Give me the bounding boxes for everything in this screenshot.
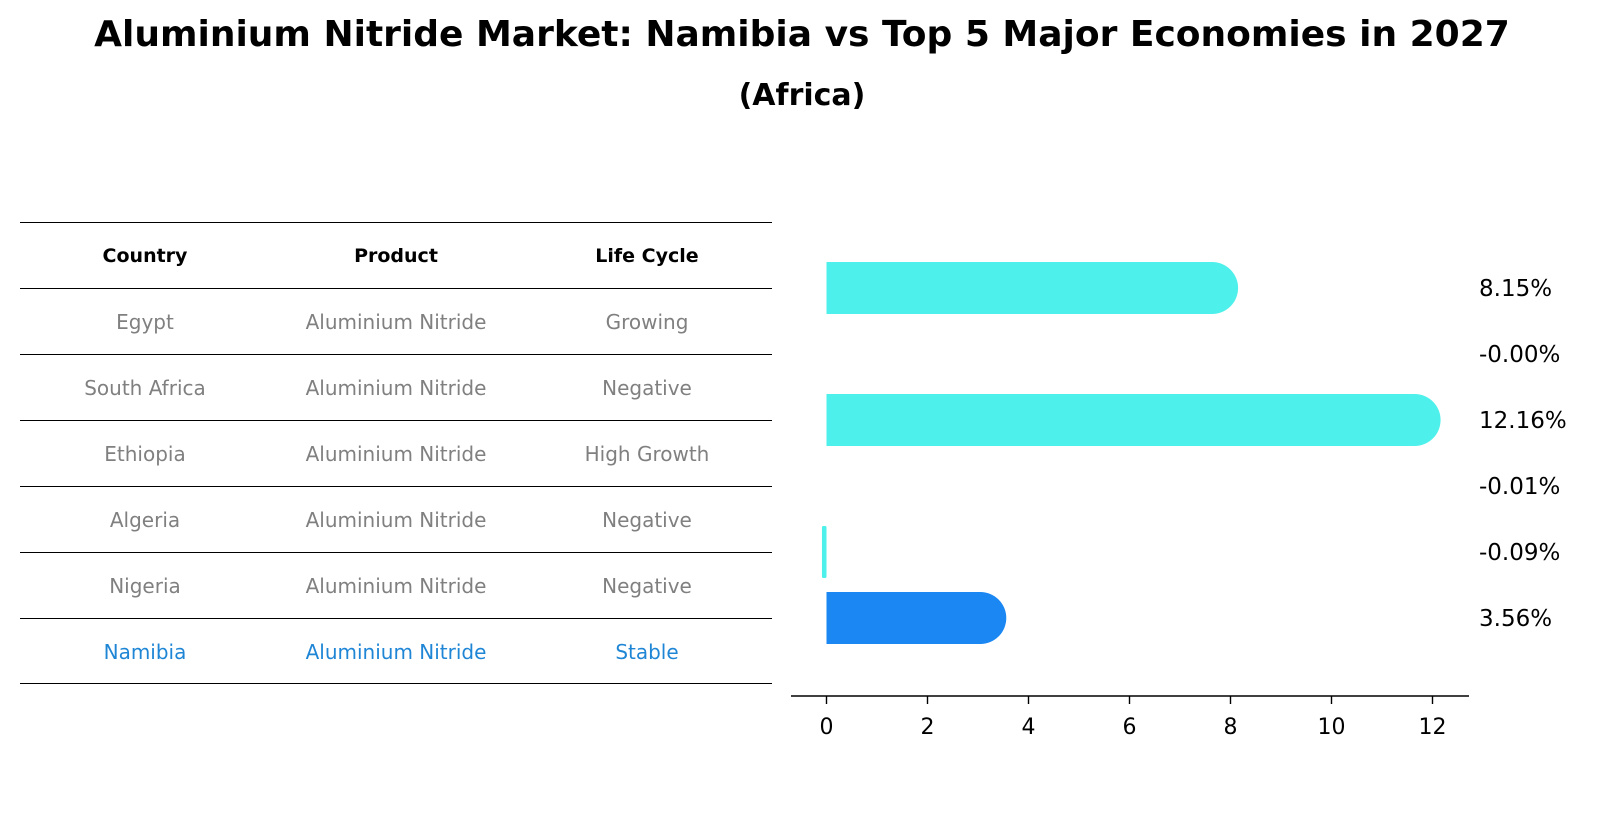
x-tick-label: 8	[1224, 715, 1238, 740]
x-tick-label: 4	[1022, 715, 1036, 740]
cell-life-cycle: Negative	[602, 508, 692, 532]
bar-ethiopia	[826, 394, 1441, 446]
table-row: Algeria Aluminium Nitride Negative	[20, 486, 772, 552]
cell-life-cycle: Stable	[615, 640, 679, 664]
x-tick-label: 10	[1318, 715, 1346, 740]
x-tick-label: 6	[1123, 715, 1137, 740]
value-label-egypt: 8.15%	[1479, 276, 1552, 302]
header-product: Product	[354, 245, 438, 267]
cell-life-cycle: Negative	[602, 376, 692, 400]
table-row: South Africa Aluminium Nitride Negative	[20, 354, 772, 420]
cell-country: Namibia	[103, 640, 187, 664]
cell-product: Aluminium Nitride	[305, 442, 487, 466]
value-label-namibia: 3.56%	[1479, 606, 1552, 632]
cell-country: South Africa	[84, 376, 206, 400]
cell-product: Aluminium Nitride	[305, 574, 487, 598]
cell-life-cycle: High Growth	[584, 442, 710, 466]
table-row-highlight: Namibia Aluminium Nitride Stable	[20, 618, 772, 684]
cell-product: Aluminium Nitride	[305, 508, 487, 532]
value-label-south-africa: -0.00%	[1479, 342, 1560, 368]
header-country: Country	[102, 245, 188, 267]
bar-nigeria	[821, 526, 827, 578]
cell-product: Aluminium Nitride	[305, 310, 487, 334]
x-tick-label: 0	[820, 715, 834, 740]
value-label-ethiopia: 12.16%	[1479, 408, 1567, 434]
cell-country: Nigeria	[109, 574, 181, 598]
cell-life-cycle: Negative	[602, 574, 692, 598]
table-row: Egypt Aluminium Nitride Growing	[20, 288, 772, 354]
chart-title: Aluminium Nitride Market: Namibia vs Top…	[94, 14, 1510, 55]
value-label-algeria: -0.01%	[1479, 474, 1560, 500]
x-tick-label: 12	[1419, 715, 1447, 740]
bar-namibia	[826, 592, 1007, 644]
table-header-row: Country Product Life Cycle	[20, 222, 772, 288]
cell-product: Aluminium Nitride	[305, 376, 487, 400]
value-label-nigeria: -0.09%	[1479, 540, 1560, 566]
cell-country: Algeria	[109, 508, 181, 532]
cell-country: Ethiopia	[104, 442, 186, 466]
table-row: Ethiopia Aluminium Nitride High Growth	[20, 420, 772, 486]
cell-life-cycle: Growing	[605, 310, 689, 334]
cell-product: Aluminium Nitride	[305, 640, 487, 664]
cell-country: Egypt	[116, 310, 174, 334]
table-row: Nigeria Aluminium Nitride Negative	[20, 552, 772, 618]
chart-subtitle: (Africa)	[738, 78, 866, 113]
x-tick-label: 2	[921, 715, 935, 740]
header-life-cycle: Life Cycle	[595, 245, 699, 267]
bar-egypt	[826, 262, 1239, 314]
data-table: Country Product Life Cycle Egypt Alumini…	[20, 222, 772, 684]
